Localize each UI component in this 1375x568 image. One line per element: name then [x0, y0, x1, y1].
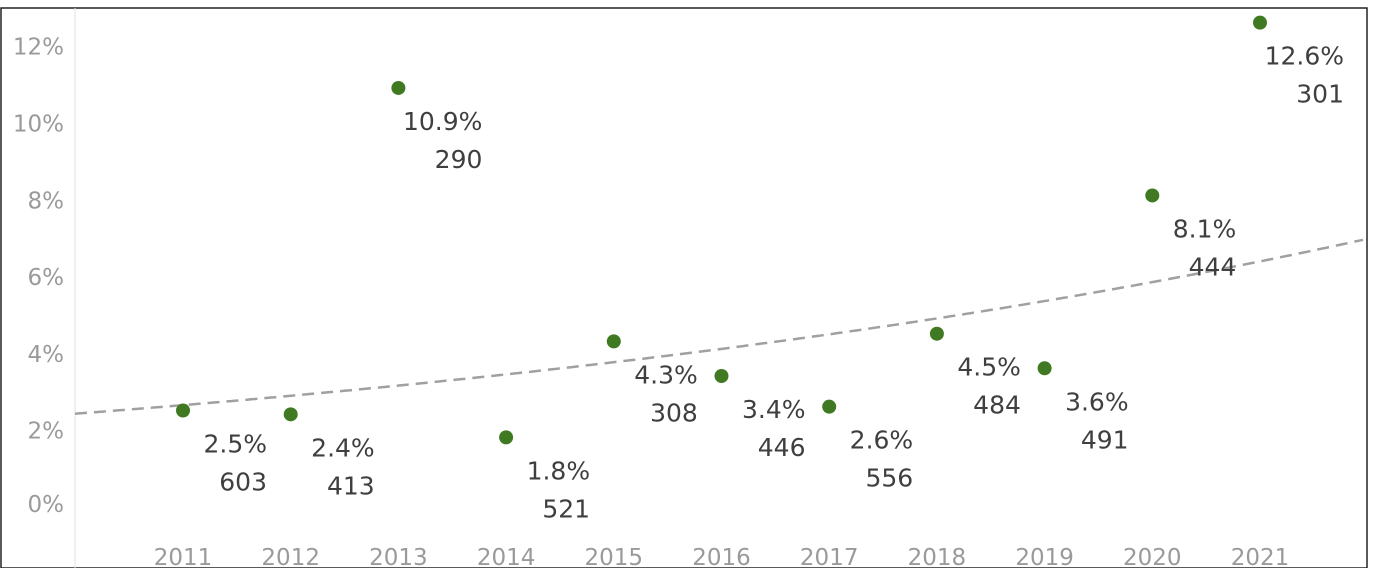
x-tick-label: 2012	[261, 545, 320, 568]
data-points	[176, 15, 1267, 445]
data-label-percent: 2.4%	[311, 433, 375, 462]
data-point	[606, 334, 621, 349]
data-point	[391, 80, 406, 95]
y-tick-label: 6%	[28, 265, 65, 291]
data-label-percent: 4.3%	[634, 360, 698, 389]
data-point	[1145, 188, 1160, 203]
y-tick-label: 8%	[28, 188, 65, 214]
x-tick-label: 2013	[369, 545, 428, 568]
x-tick-label: 2015	[585, 545, 644, 568]
data-labels: 2.5% 603 2.4% 413 10.9% 290 1.8% 521 4.3% 308 3.4%…	[203, 42, 1344, 524]
data-label-percent: 12.6%	[1265, 42, 1344, 71]
x-tick-label: 2019	[1015, 545, 1074, 568]
y-tick-label: 0%	[28, 492, 65, 518]
y-tick-label: 12%	[13, 35, 64, 61]
y-tick-label: 2%	[28, 419, 65, 445]
data-point	[176, 403, 190, 418]
data-point	[714, 368, 729, 383]
x-tick-label: 2018	[908, 545, 967, 568]
x-tick-label: 2011	[154, 545, 213, 568]
data-label-percent: 10.9%	[403, 107, 482, 136]
data-label-count: 446	[758, 433, 806, 462]
x-tick-label: 2016	[692, 545, 751, 568]
x-tick-label: 2017	[800, 545, 859, 568]
data-label-percent: 8.1%	[1173, 214, 1237, 243]
data-label-percent: 1.8%	[527, 456, 591, 485]
data-point	[822, 399, 837, 414]
data-label-percent: 3.4%	[742, 395, 806, 424]
data-point	[499, 430, 514, 445]
trend-line	[74, 238, 1364, 415]
x-tick-label: 2014	[477, 545, 536, 568]
y-axis-ticks: 0% 2% 4% 6% 8% 10% 12%	[13, 35, 64, 518]
y-tick-label: 10%	[13, 112, 64, 138]
x-tick-label: 2020	[1123, 545, 1182, 568]
data-point	[1253, 15, 1267, 30]
data-label-count: 484	[973, 391, 1021, 420]
data-label-count: 444	[1189, 252, 1237, 281]
data-label-count: 308	[650, 398, 698, 427]
data-label-percent: 3.6%	[1065, 387, 1129, 416]
data-label-count: 413	[327, 471, 375, 500]
y-tick-label: 4%	[28, 342, 65, 368]
data-label-count: 290	[435, 145, 483, 174]
data-label-percent: 2.5%	[203, 430, 267, 459]
data-label-count: 521	[542, 494, 590, 523]
chart-border	[0, 7, 1368, 568]
data-label-percent: 2.6%	[850, 426, 914, 455]
data-label-count: 301	[1296, 80, 1344, 109]
data-label-count: 556	[865, 464, 913, 493]
data-label-count: 603	[219, 468, 267, 497]
data-point	[1037, 361, 1052, 376]
data-label-count: 491	[1081, 425, 1129, 454]
data-label-percent: 4.5%	[957, 353, 1021, 382]
data-point	[929, 326, 944, 341]
x-axis-ticks: 2011 2012 2013 2014 2015 2016 2017 2018 2019 2020…	[154, 545, 1290, 568]
x-tick-label: 2021	[1231, 545, 1290, 568]
data-point	[283, 407, 298, 422]
